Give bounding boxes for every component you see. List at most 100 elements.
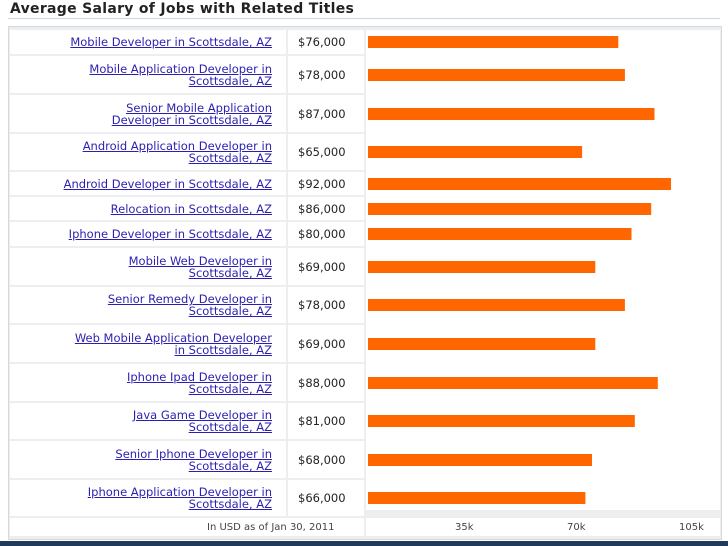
- job-title-link[interactable]: Mobile Application Developer in Scottsdal…: [10, 63, 272, 87]
- salary-cell: [288, 222, 364, 246]
- job-title-link[interactable]: Android Developer in Scottsdale, AZ: [10, 178, 272, 190]
- salary-cell: [288, 134, 364, 170]
- job-title-link[interactable]: Java Game Developer in Scottsdale, AZ: [10, 409, 272, 433]
- job-title-line: Mobile Developer in Scottsdale, AZ: [70, 35, 272, 49]
- salary-bar: [368, 492, 586, 504]
- salary-bar: [368, 338, 596, 350]
- job-title-link[interactable]: Mobile Developer in Scottsdale, AZ: [10, 36, 272, 48]
- job-title-line: Iphone Application Developer in: [87, 485, 272, 499]
- footnote: In USD as of Jan 30, 2011: [207, 522, 335, 533]
- label-cell: [10, 480, 286, 516]
- job-title-line: Senior Iphone Developer in: [115, 447, 272, 461]
- job-title-line: Scottsdale, AZ: [188, 304, 272, 318]
- job-title-link[interactable]: Relocation in Scottsdale, AZ: [10, 203, 272, 215]
- salary-cell: [288, 56, 364, 93]
- job-title-line: Scottsdale, AZ: [188, 151, 272, 165]
- salary-cell: [288, 197, 364, 220]
- salary-label: $78,000: [298, 298, 346, 312]
- salary-label: $81,000: [298, 414, 346, 428]
- job-title-link[interactable]: Senior Mobile Application Developer in Sc…: [10, 102, 272, 126]
- job-title-line: Mobile Web Developer in: [128, 254, 272, 268]
- label-cell: [10, 56, 286, 93]
- job-title-link[interactable]: Iphone Developer in Scottsdale, AZ: [10, 228, 272, 240]
- salary-cell: [288, 364, 364, 401]
- job-title-line: Scottsdale, AZ: [188, 497, 272, 511]
- salary-bar: [368, 69, 625, 81]
- job-title-line: Java Game Developer in: [132, 408, 272, 422]
- label-cell: [10, 222, 286, 246]
- job-title-line: Web Mobile Application Developer: [74, 331, 272, 345]
- salary-cell: [288, 287, 364, 323]
- job-title-line: Scottsdale, AZ: [188, 420, 272, 434]
- salary-bar: [368, 228, 632, 240]
- job-title-line: Scottsdale, AZ: [188, 74, 272, 88]
- job-title-link[interactable]: Senior Iphone Developer in Scottsdale, AZ: [10, 448, 272, 472]
- salary-label: $76,000: [298, 35, 346, 49]
- job-title-link[interactable]: Iphone Application Developer in Scottsdal…: [10, 486, 272, 510]
- salary-bar: [368, 108, 655, 120]
- job-title-line: Senior Mobile Application: [126, 101, 272, 115]
- salary-cell: [288, 248, 364, 285]
- job-title-line: Relocation in Scottsdale, AZ: [110, 202, 272, 216]
- salary-cell: [288, 30, 364, 54]
- job-title-line: Developer in Scottsdale, AZ: [111, 113, 272, 127]
- job-title-line: Scottsdale, AZ: [188, 266, 272, 280]
- salary-bar: [368, 203, 652, 215]
- job-title-line: Mobile Application Developer in: [89, 62, 272, 76]
- salary-bar: [368, 36, 619, 48]
- job-title-link[interactable]: Senior Remedy Developer in Scottsdale, AZ: [10, 293, 272, 317]
- label-cell: [10, 248, 286, 285]
- chart-title: Average Salary of Jobs with Related Titl…: [10, 1, 355, 17]
- label-cell: [10, 403, 286, 439]
- label-cell: [10, 95, 286, 132]
- job-title-line: in Scottsdale, AZ: [174, 343, 272, 357]
- label-cell: [10, 30, 286, 54]
- salary-bar: [368, 178, 671, 190]
- salary-label: $69,000: [298, 337, 346, 351]
- footer-axis-cell: [366, 518, 720, 536]
- title-divider: [8, 18, 720, 19]
- salary-cell: [288, 172, 364, 195]
- salary-label: $65,000: [298, 145, 346, 159]
- salary-label: $88,000: [298, 376, 346, 390]
- salary-label: $78,000: [298, 68, 346, 82]
- label-cell: [10, 325, 286, 362]
- job-title-line: Iphone Ipad Developer in: [126, 370, 272, 384]
- salary-label: $92,000: [298, 177, 346, 191]
- salary-bar: [368, 261, 596, 273]
- salary-bar: [368, 415, 635, 427]
- salary-label: $80,000: [298, 227, 346, 241]
- salary-cell: [288, 403, 364, 439]
- salary-bar: [368, 377, 658, 389]
- salary-bar: [368, 454, 592, 466]
- job-title-line: Senior Remedy Developer in: [107, 292, 272, 306]
- salary-label: $69,000: [298, 260, 346, 274]
- salary-label: $87,000: [298, 107, 346, 121]
- bottom-strip: [0, 541, 728, 546]
- salary-label: $68,000: [298, 453, 346, 467]
- salary-bar: [368, 146, 583, 158]
- label-cell: [10, 441, 286, 478]
- label-cell: [10, 197, 286, 220]
- label-cell: [10, 287, 286, 323]
- salary-cell: [288, 325, 364, 362]
- x-tick-label: 70k: [567, 522, 586, 533]
- label-cell: [10, 172, 286, 195]
- salary-label: $66,000: [298, 491, 346, 505]
- job-title-link[interactable]: Android Application Developer in Scottsda…: [10, 140, 272, 164]
- salary-cell: [288, 441, 364, 478]
- job-title-line: Scottsdale, AZ: [188, 459, 272, 473]
- job-title-line: Android Developer in Scottsdale, AZ: [63, 177, 272, 191]
- job-title-link[interactable]: Mobile Web Developer in Scottsdale, AZ: [10, 255, 272, 279]
- job-title-line: Android Application Developer in: [82, 139, 272, 153]
- x-tick-label: 35k: [455, 522, 474, 533]
- footer-label-cell: [10, 518, 364, 536]
- salary-cell: [288, 95, 364, 132]
- label-cell: [10, 134, 286, 170]
- label-cell: [10, 364, 286, 401]
- job-title-line: Scottsdale, AZ: [188, 382, 272, 396]
- job-title-link[interactable]: Web Mobile Application Developer in Scott…: [10, 332, 272, 356]
- salary-cell: [288, 480, 364, 516]
- job-title-link[interactable]: Iphone Ipad Developer in Scottsdale, AZ: [10, 371, 272, 395]
